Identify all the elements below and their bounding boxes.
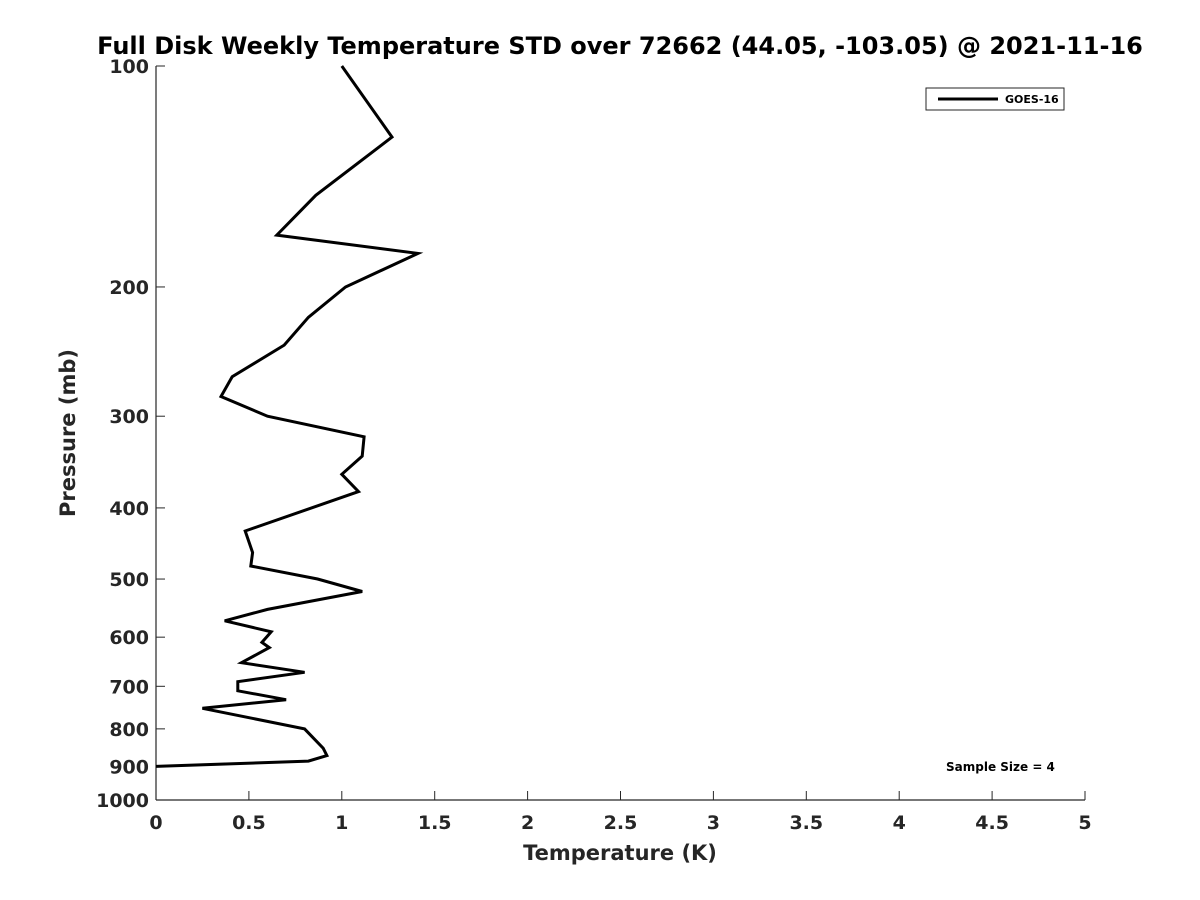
- y-tick-label: 400: [109, 498, 149, 520]
- y-tick-label: 900: [109, 756, 149, 778]
- x-tick-label: 3.5: [789, 812, 823, 834]
- y-axis-label: Pressure (mb): [56, 349, 80, 517]
- x-tick-label: 1.5: [418, 812, 452, 834]
- x-ticks: 0 0.5 1 1.5 2 2.5 3 3.5 4 4.5 5: [149, 791, 1092, 834]
- y-tick-label: 300: [109, 406, 149, 428]
- chart-title: Full Disk Weekly Temperature STD over 72…: [97, 32, 1143, 60]
- legend-label-goes-16: GOES-16: [1005, 93, 1059, 106]
- y-tick-label: 500: [109, 569, 149, 591]
- x-tick-label: 2.5: [604, 812, 638, 834]
- y-tick-label: 100: [109, 56, 149, 78]
- x-tick-label: 4.5: [975, 812, 1009, 834]
- sample-size-annotation: Sample Size = 4: [946, 760, 1055, 774]
- x-tick-label: 3: [707, 812, 720, 834]
- x-tick-label: 2: [521, 812, 534, 834]
- y-ticks: 100 200 300 400 500 600 700 800 900 1000: [96, 56, 165, 812]
- x-tick-label: 4: [893, 812, 906, 834]
- x-tick-label: 1: [335, 812, 348, 834]
- y-tick-label: 800: [109, 719, 149, 741]
- x-tick-label: 5: [1078, 812, 1091, 834]
- x-tick-label: 0.5: [232, 812, 266, 834]
- series-layer: [155, 65, 424, 768]
- x-tick-label: 0: [149, 812, 162, 834]
- y-tick-label: 200: [109, 277, 149, 299]
- series-line-goes-16: [155, 65, 424, 768]
- y-tick-label: 1000: [96, 790, 149, 812]
- y-tick-label: 600: [109, 627, 149, 649]
- legend: GOES-16: [925, 87, 1065, 111]
- x-axis-label: Temperature (K): [523, 841, 717, 865]
- y-tick-label: 700: [109, 676, 149, 698]
